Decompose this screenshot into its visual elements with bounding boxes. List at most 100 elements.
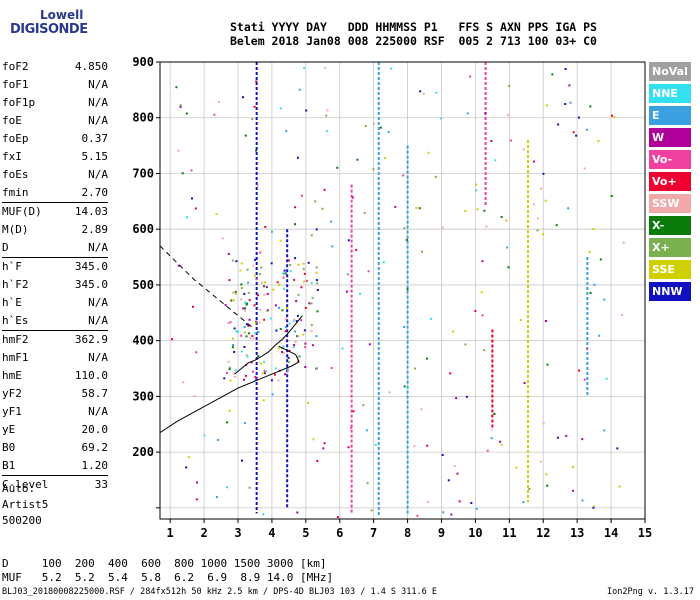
- echo-point: [499, 440, 502, 443]
- echo-point: [325, 114, 328, 117]
- echo-point: [449, 372, 452, 375]
- echo-point: [232, 372, 235, 375]
- param-label: M(D): [2, 223, 29, 236]
- echo-point: [252, 337, 255, 340]
- y-tick-label: 300: [132, 389, 154, 403]
- echo-point: [236, 330, 239, 333]
- param-value: 4.850: [74, 60, 108, 73]
- echo-point: [572, 131, 575, 134]
- echo-point: [593, 283, 596, 286]
- echo-point: [304, 306, 307, 309]
- echo-point: [179, 105, 182, 108]
- echo-point: [244, 307, 247, 310]
- echo-point: [485, 225, 488, 228]
- param-label: yE: [2, 423, 16, 436]
- echo-point: [372, 168, 375, 171]
- param-value: 14.03: [74, 205, 108, 218]
- echo-point: [528, 487, 531, 490]
- echo-point: [293, 318, 296, 321]
- echo-point: [289, 264, 292, 267]
- echo-point: [277, 379, 280, 382]
- param-row: foEs N/A: [2, 166, 108, 184]
- echo-point: [336, 516, 339, 519]
- echo-point: [240, 283, 243, 286]
- param-label: yF2: [2, 387, 22, 400]
- echo-point: [597, 140, 600, 143]
- echo-point: [347, 239, 350, 242]
- param-row: yF1 N/A: [2, 403, 108, 421]
- x-tick-label: 13: [570, 526, 584, 540]
- echo-point: [300, 194, 303, 197]
- echo-point: [539, 460, 542, 463]
- echo-point: [416, 514, 419, 517]
- x-tick-label: 6: [336, 526, 343, 540]
- echo-point: [300, 286, 303, 289]
- muf-row: MUF 5.2 5.2 5.4 5.8 6.2 6.9 8.9 14.0 [MH…: [2, 571, 334, 584]
- echo-point: [185, 216, 188, 219]
- echo-point: [480, 291, 483, 294]
- echo-point: [287, 356, 290, 359]
- echo-point: [282, 272, 285, 275]
- echo-point: [185, 466, 188, 469]
- echo-point: [284, 373, 287, 376]
- echo-point: [225, 371, 228, 374]
- param-row: foEp 0.37: [2, 130, 108, 148]
- param-row: foF1p N/A: [2, 94, 108, 112]
- echo-point: [390, 67, 393, 70]
- param-label: h`E: [2, 296, 22, 309]
- legend-entry: NNW: [649, 282, 691, 301]
- legend-entry: NoVal: [649, 62, 691, 81]
- param-label: D: [2, 241, 9, 254]
- param-value: N/A: [88, 241, 108, 254]
- echo-point: [555, 224, 558, 227]
- echo-point: [330, 366, 333, 369]
- x-tick-label: 10: [468, 526, 482, 540]
- echo-point: [303, 67, 306, 70]
- param-value: N/A: [88, 78, 108, 91]
- echo-point: [315, 266, 318, 269]
- echo-point: [245, 303, 248, 306]
- echo-point: [307, 401, 310, 404]
- echo-point: [592, 227, 595, 230]
- echo-point: [546, 484, 549, 487]
- plot-frame: [159, 61, 646, 520]
- echo-point: [240, 262, 243, 265]
- distance-row: D 100 200 400 600 800 1000 1500 3000 [km…: [2, 557, 327, 570]
- echo-point: [455, 397, 458, 400]
- echo-point: [565, 434, 568, 437]
- echo-point: [311, 344, 314, 347]
- echo-point: [324, 66, 327, 69]
- param-value: N/A: [88, 168, 108, 181]
- echo-point: [191, 305, 194, 308]
- param-value: 69.2: [81, 441, 109, 454]
- echo-point: [362, 404, 365, 407]
- echo-point: [452, 330, 455, 333]
- echo-point: [330, 220, 333, 223]
- echo-point: [297, 293, 300, 296]
- echo-point: [223, 377, 226, 380]
- echo-point: [542, 172, 545, 175]
- echo-point: [251, 117, 254, 120]
- echo-point: [274, 367, 277, 370]
- echo-point: [610, 114, 613, 117]
- echo-point: [231, 337, 234, 340]
- echo-point: [288, 322, 291, 325]
- echo-point: [283, 269, 286, 272]
- echo-point: [298, 355, 301, 358]
- echo-point: [402, 174, 405, 177]
- echo-point: [610, 195, 613, 198]
- echo-point: [315, 279, 318, 282]
- echo-point: [298, 88, 301, 91]
- echo-point: [297, 335, 300, 338]
- echo-point: [308, 302, 311, 305]
- echo-point: [613, 116, 616, 119]
- echo-point: [257, 355, 260, 358]
- param-label: foEs: [2, 168, 29, 181]
- echo-point: [321, 207, 324, 210]
- echo-point: [315, 335, 318, 338]
- echo-point: [286, 368, 289, 371]
- param-row: C-level 33: [2, 476, 108, 494]
- echo-point: [179, 104, 182, 107]
- echo-point: [233, 327, 236, 330]
- echo-point: [466, 112, 469, 115]
